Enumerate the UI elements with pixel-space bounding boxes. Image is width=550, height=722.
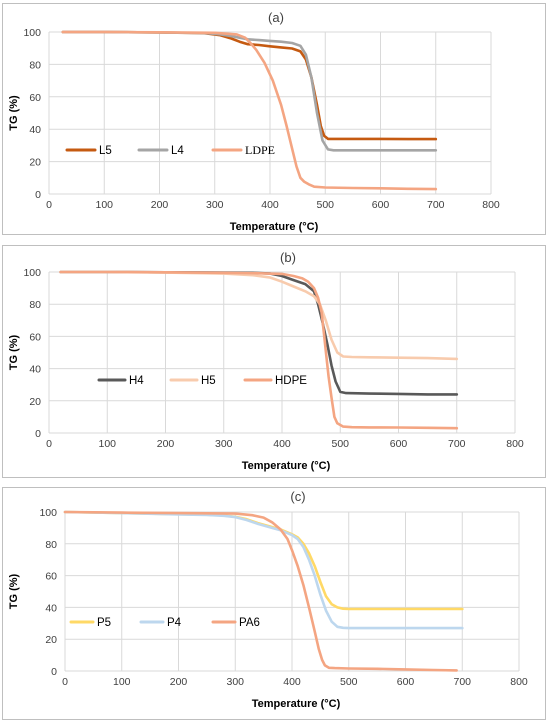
y-tick-label: 80 <box>29 299 41 311</box>
x-tick-label: 200 <box>157 438 175 450</box>
gridlines <box>48 271 516 434</box>
legend-label-pa6: PA6 <box>239 617 260 629</box>
x-axis-title: Temperature (°C) <box>252 698 341 710</box>
x-tick-label: 300 <box>206 199 224 211</box>
y-tick-label: 100 <box>23 27 41 39</box>
y-tick-label: 40 <box>45 602 57 614</box>
chart-panel-b: 0 100 200 300 400 500 600 700 800 0 20 40 60 80 100 (b)… <box>2 245 546 478</box>
legend-label-p4: P4 <box>167 617 182 629</box>
chart-a-svg: 0 100 200 300 400 500 600 700 800 0 20 40 60 80 100 (a)… <box>8 10 500 233</box>
legend-label-h4: H4 <box>129 375 144 387</box>
legend-label-hdpe: HDPE <box>275 375 307 387</box>
gridlines <box>48 31 492 195</box>
legend-label-l5: L5 <box>99 145 112 157</box>
y-tick-label: 40 <box>29 364 41 376</box>
series-line-h5 <box>59 270 459 361</box>
y-tick-label: 80 <box>45 539 57 551</box>
x-axis-title: Temperature (°C) <box>242 460 331 472</box>
x-tick-label: 100 <box>95 199 113 211</box>
x-tick-label: 0 <box>46 438 52 450</box>
x-tick-label: 100 <box>113 676 131 688</box>
chart-panel-c: 0 100 200 300 400 500 600 700 800 0 20 40 60 80 100 (c)… <box>2 487 546 720</box>
y-axis-title: TG (%) <box>8 573 20 609</box>
x-tick-label: 100 <box>98 438 116 450</box>
y-tick-label: 0 <box>35 189 41 201</box>
chart-b-svg: 0 100 200 300 400 500 600 700 800 0 20 40 60 80 100 (b)… <box>8 250 524 472</box>
y-tick-label: 20 <box>45 634 57 646</box>
x-tick-label: 0 <box>46 199 52 211</box>
series-line-ldpe <box>61 30 438 191</box>
y-tick-label: 0 <box>35 428 41 440</box>
x-tick-label: 400 <box>283 676 301 688</box>
x-tick-label: 300 <box>226 676 244 688</box>
y-tick-label: 100 <box>23 267 41 279</box>
x-tick-label: 700 <box>427 199 445 211</box>
y-tick-label: 40 <box>29 124 41 136</box>
x-tick-label: 800 <box>506 438 524 450</box>
series-line-h4 <box>59 270 459 396</box>
legend-label-h5: H5 <box>201 375 216 387</box>
chart-title: (c) <box>290 489 305 504</box>
y-tick-label: 100 <box>39 507 57 519</box>
chart-panel-a: 0 100 200 300 400 500 600 700 800 0 20 40 60 80 100 (a)… <box>2 3 546 235</box>
y-axis-title: TG (%) <box>8 334 20 370</box>
x-tick-label: 300 <box>215 438 233 450</box>
chart-title: (b) <box>280 250 296 265</box>
x-tick-label: 500 <box>340 676 358 688</box>
series-line-pa6 <box>63 510 458 672</box>
y-tick-label: 60 <box>29 331 41 343</box>
x-tick-label: 600 <box>372 199 390 211</box>
legend: H4 H5 HDPE <box>97 375 307 387</box>
x-tick-label: 700 <box>453 676 471 688</box>
x-tick-label: 400 <box>273 438 291 450</box>
x-tick-label: 400 <box>261 199 279 211</box>
x-tick-label: 800 <box>510 676 528 688</box>
series-line-l4 <box>61 30 438 152</box>
x-tick-label: 600 <box>397 676 415 688</box>
x-tick-label: 500 <box>331 438 349 450</box>
y-tick-label: 0 <box>51 666 57 678</box>
legend-label-l4: L4 <box>171 145 184 157</box>
legend-label-p5: P5 <box>97 617 111 629</box>
legend-label-ldpe: LDPE <box>245 143 275 157</box>
chart-title: (a) <box>268 10 284 25</box>
y-tick-label: 80 <box>29 59 41 71</box>
x-tick-label: 600 <box>390 438 408 450</box>
x-tick-label: 0 <box>62 676 68 688</box>
x-tick-label: 800 <box>482 199 500 211</box>
legend: L5 L4 LDPE <box>65 143 275 157</box>
series-line-l5 <box>61 30 438 141</box>
series-line-p4 <box>63 510 464 630</box>
x-tick-label: 200 <box>170 676 188 688</box>
chart-c-svg: 0 100 200 300 400 500 600 700 800 0 20 40 60 80 100 (c)… <box>8 489 528 710</box>
y-tick-label: 60 <box>29 92 41 104</box>
y-tick-label: 20 <box>29 157 41 169</box>
y-axis-title: TG (%) <box>8 95 20 131</box>
x-tick-label: 500 <box>316 199 334 211</box>
y-tick-label: 20 <box>29 396 41 408</box>
legend: P5 P4 PA6 <box>69 617 260 629</box>
y-tick-label: 60 <box>45 571 57 583</box>
x-tick-label: 700 <box>448 438 466 450</box>
x-axis-title: Temperature (°C) <box>230 221 319 233</box>
x-tick-label: 200 <box>151 199 169 211</box>
series-line-hdpe <box>59 270 459 430</box>
